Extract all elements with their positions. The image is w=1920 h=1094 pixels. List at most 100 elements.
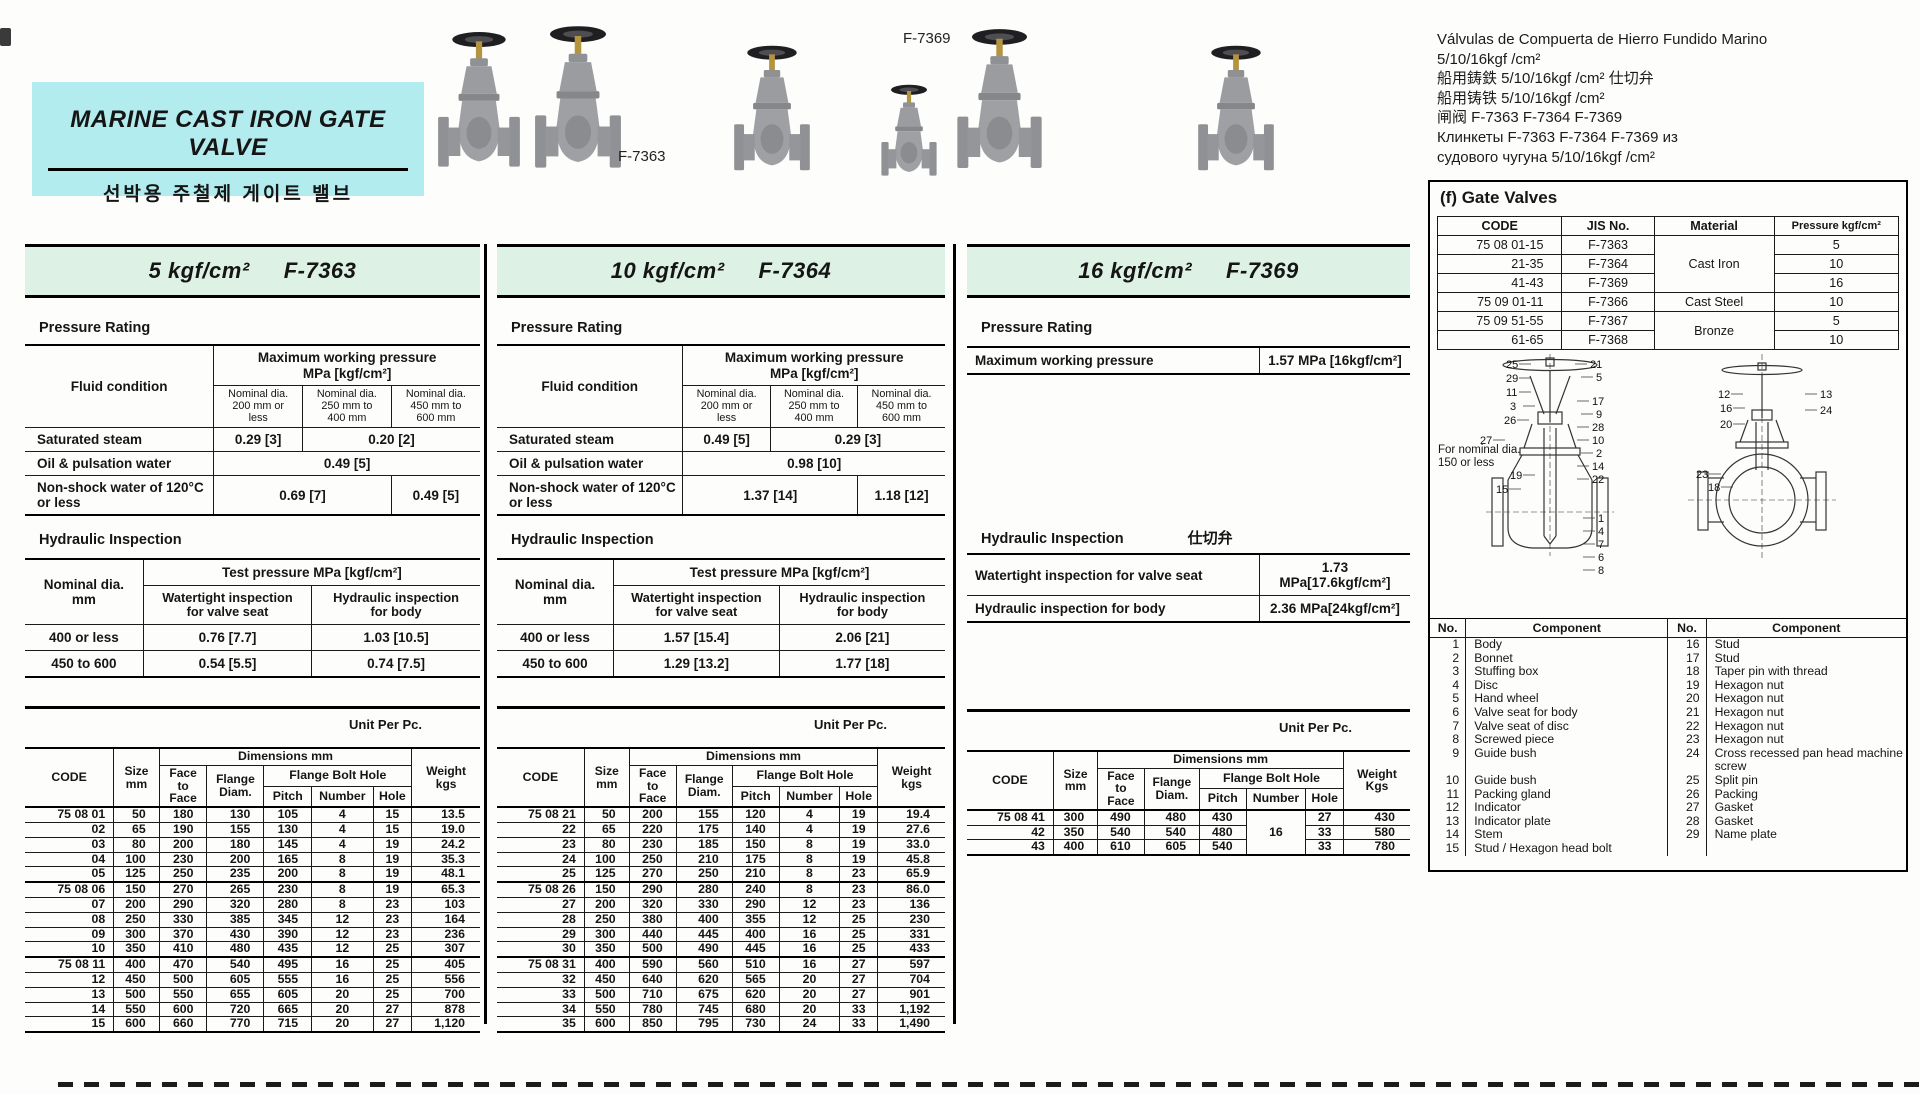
pressure-rating-title: Pressure Rating	[39, 320, 151, 336]
dim-number: 8	[311, 881, 374, 899]
divider-line	[967, 709, 1410, 712]
dim-f2f: 230	[158, 851, 208, 868]
test-pressure-header: Test pressure MPa [kgf/cm²]	[612, 558, 945, 587]
dim-number: 8	[311, 866, 374, 883]
dim-number: 16	[778, 956, 841, 974]
callout-number: 18	[1708, 482, 1720, 494]
dim-size: 300	[113, 926, 160, 943]
dim-flange: 320	[206, 897, 265, 913]
pressure-value: 0.69 [7]	[213, 475, 392, 516]
dim-number: 16	[311, 972, 374, 988]
dim-number: 4	[311, 806, 374, 824]
dim-f2f: 200	[628, 806, 677, 824]
dim-flange: 180	[206, 836, 265, 853]
dim-weight: 35.3	[411, 851, 480, 868]
dim-weight: 331	[877, 926, 945, 943]
dim-pitch: 665	[263, 1001, 313, 1018]
dim-size: 400	[1052, 839, 1099, 856]
dim-code: 02	[25, 822, 115, 838]
component-no: 6	[1452, 704, 1460, 719]
dim-weight: 704	[877, 972, 945, 988]
hyd-row-label: Watertight inspection for valve seat	[967, 553, 1260, 596]
dim-flange: 675	[675, 986, 733, 1003]
dim-weight: 433	[877, 941, 945, 958]
intl-line: судового чугуна 5/10/16kgf /cm²	[1437, 148, 1655, 166]
dim-weight: 48.1	[411, 866, 480, 883]
dim-f2f: 640	[628, 972, 677, 988]
dim-f2f: 250	[158, 866, 208, 883]
col-header-bolt-hole: Flange Bolt Hole	[1199, 767, 1344, 790]
hydraulic-title-annotation-jp: 仕切弁	[1187, 530, 1233, 547]
component-name: Packing gland	[1465, 787, 1668, 802]
section-code-label: F-7369	[1226, 258, 1299, 283]
jis-number: F-7368	[1561, 330, 1655, 350]
pressure-value: 0.49 [5]	[390, 475, 480, 516]
callout-number: 25	[1506, 359, 1518, 371]
dim-number: 12	[311, 911, 374, 928]
dim-flange: 720	[206, 1001, 265, 1018]
component-no: 14	[1445, 827, 1460, 842]
dim-flange: 130	[206, 806, 265, 824]
dim-flange: 280	[675, 881, 733, 899]
component-name: Name plate	[1705, 828, 1906, 842]
title-underline	[48, 168, 408, 171]
dim-size: 150	[113, 881, 160, 899]
title-block: MARINE CAST IRON GATE VALVE 선박용 주철제 게이트 …	[32, 82, 424, 205]
component-name: Indicator plate	[1465, 814, 1668, 829]
dim-pitch: 200	[263, 866, 313, 883]
dim-weight: 86.0	[877, 881, 945, 899]
mwp-line2: MPa [kgf/cm²]	[769, 365, 859, 381]
dim-hole: 25	[839, 941, 879, 958]
max-working-pressure-header: Maximum working pressure MPa [kgf/cm²]	[682, 344, 945, 386]
dim-number: 16	[311, 956, 374, 974]
col-header-size: Size mm	[113, 747, 160, 808]
dim-weight: 597	[877, 956, 945, 974]
pressure-rating-title: Pressure Rating	[981, 320, 1093, 336]
dim-code: 04	[25, 851, 115, 868]
valve-photo	[957, 29, 1042, 168]
dim-f2f: 330	[158, 911, 208, 928]
dim-f2f: 660	[158, 1016, 208, 1033]
dim-f2f: 610	[1097, 839, 1145, 856]
pressure-value: 10	[1773, 254, 1900, 274]
dim-pitch: 620	[731, 986, 780, 1003]
dim-weight: 103	[411, 897, 480, 913]
valve-photo	[438, 32, 520, 167]
dim-code: 25	[497, 866, 585, 883]
dim-flange: 250	[675, 866, 733, 883]
col-header-pitch: Pitch	[1199, 788, 1247, 811]
dim-hole: 19	[839, 851, 879, 868]
material: Bronze	[1653, 311, 1775, 350]
col-header-pitch: Pitch	[731, 785, 780, 808]
dim-flange: 490	[675, 941, 733, 958]
dim-pitch: 680	[731, 1001, 780, 1018]
component-name: Taper pin with thread	[1705, 665, 1906, 679]
dim-flange: 385	[206, 911, 265, 928]
component-no: 16	[1667, 637, 1707, 652]
dim-code: 27	[497, 897, 585, 913]
dim-size: 600	[583, 1016, 630, 1033]
dim-hole: 23	[372, 926, 413, 943]
test-pressure-header: Test pressure MPa [kgf/cm²]	[142, 558, 480, 587]
dim-weight: 307	[411, 941, 480, 958]
dim-pitch: 555	[263, 972, 313, 988]
col-header-weight: Weight kgs	[411, 747, 480, 808]
col-header-code: CODE	[497, 747, 585, 808]
dim-f2f: 230	[628, 836, 677, 853]
pressure-value: 1.18 [12]	[857, 475, 945, 516]
dim-pitch: 145	[263, 836, 313, 853]
dim-number-merged: 16	[1245, 809, 1307, 856]
dim-flange: 620	[675, 972, 733, 988]
section-f7369: 16 kgf/cm² F-7369 Pressure Rating Maximum w…	[967, 244, 1410, 857]
component-name: Split pin	[1705, 773, 1906, 788]
code-range: 75 09 01-11	[1436, 292, 1563, 312]
dim-hole: 27	[839, 956, 879, 974]
callout-number: 10	[1592, 435, 1604, 447]
callout-number: 17	[1592, 396, 1604, 408]
dim-weight: 430	[1342, 809, 1410, 826]
hyd-body-value: 0.74 [7.5]	[311, 650, 480, 678]
col-header-dimensions: Dimensions mm	[158, 747, 413, 766]
dim-hole: 25	[372, 941, 413, 958]
component-name: Hexagon nut	[1705, 692, 1906, 706]
